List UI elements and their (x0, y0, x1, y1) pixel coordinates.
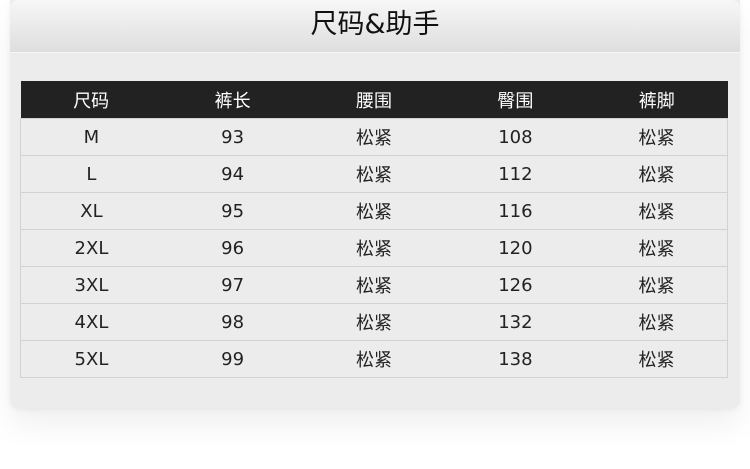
size-table: 尺码 裤长 腰围 臀围 裤脚 M 93 松紧 108 松紧 L 94 松紧 112 松紧 XL 95 松紧 116… (19, 81, 729, 378)
table-cell: 松紧 (586, 192, 729, 230)
table-cell: 2XL (19, 229, 162, 267)
table-cell: 112 (444, 155, 587, 193)
table-cell: 126 (444, 266, 587, 304)
table-cell: 132 (444, 303, 587, 341)
table-cell: 138 (444, 340, 587, 378)
table-row: 5XL 99 松紧 138 松紧 (19, 340, 729, 378)
table-cell: 松紧 (586, 303, 729, 341)
table-cell: 松紧 (303, 340, 445, 378)
table-cell: 93 (161, 118, 304, 156)
table-cell: 97 (161, 266, 304, 304)
table-cell: 松紧 (586, 229, 729, 267)
table-cell: 108 (444, 118, 587, 156)
table-cell: 松紧 (586, 118, 729, 156)
table-cell: 松紧 (303, 155, 445, 193)
column-header: 臀围 (444, 81, 587, 119)
table-cell: 松紧 (586, 266, 729, 304)
column-header: 腰围 (303, 81, 445, 119)
table-row: L 94 松紧 112 松紧 (19, 155, 729, 193)
table-cell: 松紧 (303, 266, 445, 304)
table-row: 2XL 96 松紧 120 松紧 (19, 229, 729, 267)
table-cell: 松紧 (303, 118, 445, 156)
table-cell: 4XL (19, 303, 162, 341)
table-cell: 120 (444, 229, 587, 267)
column-header: 尺码 (20, 81, 162, 119)
divider (10, 52, 740, 53)
table-cell: XL (19, 192, 162, 230)
table-cell: 松紧 (303, 229, 445, 267)
table-cell: 松紧 (586, 155, 729, 193)
table-cell: 98 (161, 303, 304, 341)
table-cell: 96 (161, 229, 304, 267)
table-cell: 116 (444, 192, 587, 230)
table-row: 4XL 98 松紧 132 松紧 (19, 303, 729, 341)
column-header: 裤长 (161, 81, 304, 119)
table-row: M 93 松紧 108 松紧 (19, 118, 729, 156)
table-cell: 松紧 (586, 340, 729, 378)
table-cell: M (19, 118, 162, 156)
column-header: 裤脚 (586, 81, 728, 119)
table-cell: 5XL (19, 340, 162, 378)
table-cell: 94 (161, 155, 304, 193)
table-cell: 99 (161, 340, 304, 378)
table-cell: 松紧 (303, 303, 445, 341)
table-cell: 松紧 (303, 192, 445, 230)
table-row: 3XL 97 松紧 126 松紧 (19, 266, 729, 304)
table-cell: L (19, 155, 162, 193)
table-row: XL 95 松紧 116 松紧 (19, 192, 729, 230)
table-cell: 3XL (19, 266, 162, 304)
table-header-row: 尺码 裤长 腰围 臀围 裤脚 (20, 81, 728, 119)
page-title: 尺码&助手 (10, 0, 740, 52)
table-cell: 95 (161, 192, 304, 230)
